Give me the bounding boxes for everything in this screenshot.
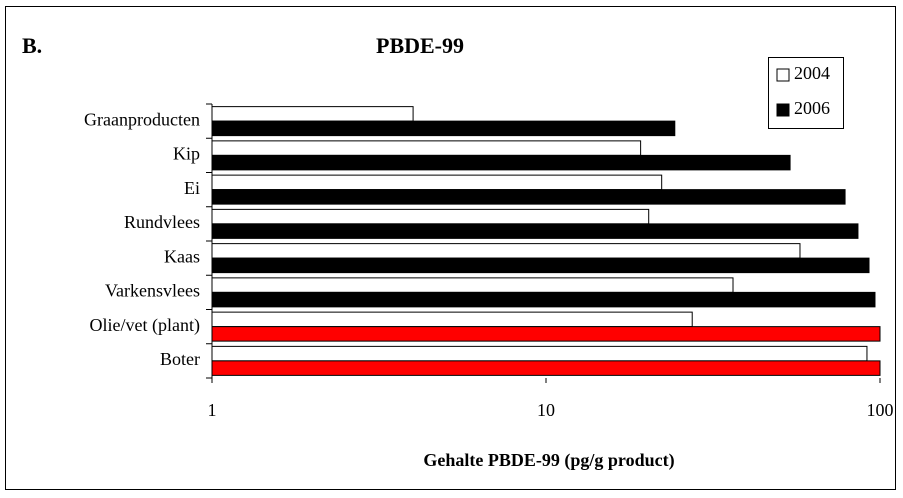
bar <box>211 154 791 171</box>
x-tick-label: 10 <box>537 400 555 420</box>
legend-label: 2004 <box>794 63 830 83</box>
bar <box>211 311 693 328</box>
chart-title: PBDE-99 <box>376 33 464 58</box>
legend-swatch <box>776 68 790 82</box>
bar <box>211 345 868 362</box>
panel-label: B. <box>22 33 42 58</box>
x-tick-label: 1 <box>208 400 217 420</box>
y-tick-label: Boter <box>160 349 200 369</box>
x-axis-label: Gehalte PBDE-99 (pg/g product) <box>423 450 674 471</box>
bar <box>211 106 414 122</box>
bar <box>211 257 870 274</box>
x-tick-label: 100 <box>867 400 894 420</box>
y-tick-label: Olie/vet (plant) <box>90 315 200 336</box>
y-tick-label: Kaas <box>164 246 200 266</box>
bar <box>211 223 859 239</box>
bar <box>211 189 846 205</box>
bar <box>211 243 801 259</box>
bar <box>211 326 881 342</box>
y-tick-label: Ei <box>184 178 200 198</box>
bar <box>211 360 881 376</box>
bar <box>211 277 734 293</box>
bar <box>211 140 642 156</box>
y-tick-label: Rundvlees <box>124 212 200 232</box>
y-tick-label: Kip <box>173 144 200 164</box>
legend-swatch <box>776 103 790 117</box>
bar <box>211 208 650 225</box>
y-tick-label: Varkensvlees <box>105 281 200 301</box>
bar <box>211 291 876 308</box>
bar <box>211 120 676 137</box>
legend-label: 2006 <box>794 98 830 118</box>
y-tick-label: Graanproducten <box>84 109 200 129</box>
bar <box>211 174 663 191</box>
